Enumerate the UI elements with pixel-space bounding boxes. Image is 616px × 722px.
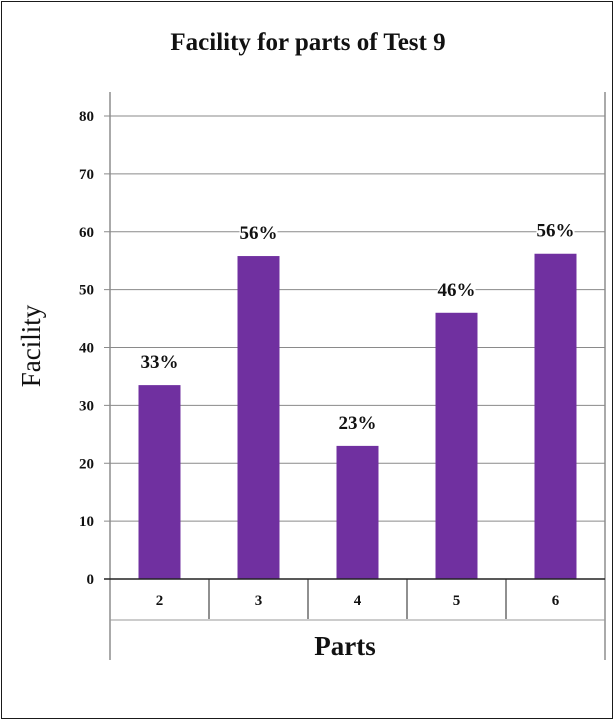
y-tick-label: 50 (79, 283, 94, 299)
y-tick-label: 80 (79, 109, 94, 125)
y-tick-label: 0 (87, 572, 95, 588)
x-axis-label: Parts (314, 631, 375, 661)
data-label-background (536, 218, 575, 241)
x-tick-label: 3 (255, 593, 263, 609)
y-tick-label: 70 (79, 167, 94, 183)
y-tick-label: 40 (79, 341, 94, 357)
x-tick-label: 6 (552, 593, 560, 609)
x-axis (104, 578, 605, 621)
y-tick-label: 20 (79, 456, 94, 472)
y-tick-label: 60 (79, 225, 94, 241)
bars (138, 253, 577, 579)
data-label-background (338, 410, 377, 433)
data-label: 33% (141, 352, 179, 373)
bar (237, 256, 280, 579)
chart-title: Facility for parts of Test 9 (170, 29, 445, 56)
y-axis-label: Facility (16, 304, 46, 387)
y-tick-label: 10 (79, 514, 94, 530)
bar (138, 385, 181, 579)
data-label: 23% (339, 413, 377, 434)
bar (336, 445, 379, 579)
data-label: 46% (438, 280, 476, 301)
x-tick-label: 5 (453, 593, 461, 609)
x-tick-label: 4 (354, 593, 362, 609)
bar (534, 253, 577, 579)
data-label: 56% (240, 223, 278, 244)
data-label-background (140, 350, 179, 373)
data-label-background (239, 221, 278, 244)
data-label: 56% (537, 221, 575, 242)
gridlines (104, 92, 606, 660)
data-label-background (437, 277, 476, 300)
x-tick-label: 2 (156, 593, 164, 609)
y-tick-label: 30 (79, 398, 94, 414)
y-tick-labels: 0 10 20 30 40 50 60 70 80 (79, 109, 94, 588)
data-labels: 33% 56% 23% 46% 56% (140, 218, 575, 434)
x-tick-labels: 2 3 4 5 6 (156, 593, 560, 609)
bar (435, 312, 478, 579)
